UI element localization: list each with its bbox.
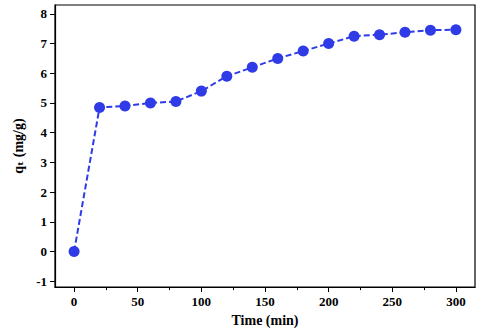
svg-text:0: 0 bbox=[41, 244, 48, 259]
svg-text:8: 8 bbox=[41, 6, 48, 21]
svg-text:-1: -1 bbox=[36, 274, 47, 289]
svg-text:250: 250 bbox=[383, 294, 403, 309]
svg-text:Time (min): Time (min) bbox=[231, 313, 298, 329]
svg-text:qₜ (mg/g): qₜ (mg/g) bbox=[11, 118, 27, 174]
svg-text:6: 6 bbox=[41, 66, 48, 81]
svg-text:5: 5 bbox=[41, 95, 48, 110]
svg-text:200: 200 bbox=[319, 294, 339, 309]
svg-text:2: 2 bbox=[41, 185, 48, 200]
svg-text:50: 50 bbox=[131, 294, 144, 309]
svg-text:0: 0 bbox=[71, 294, 78, 309]
svg-text:150: 150 bbox=[255, 294, 275, 309]
svg-text:7: 7 bbox=[41, 36, 48, 51]
svg-text:3: 3 bbox=[41, 155, 48, 170]
svg-text:1: 1 bbox=[41, 214, 48, 229]
svg-text:300: 300 bbox=[446, 294, 466, 309]
svg-text:4: 4 bbox=[41, 125, 48, 140]
svg-text:100: 100 bbox=[192, 294, 212, 309]
